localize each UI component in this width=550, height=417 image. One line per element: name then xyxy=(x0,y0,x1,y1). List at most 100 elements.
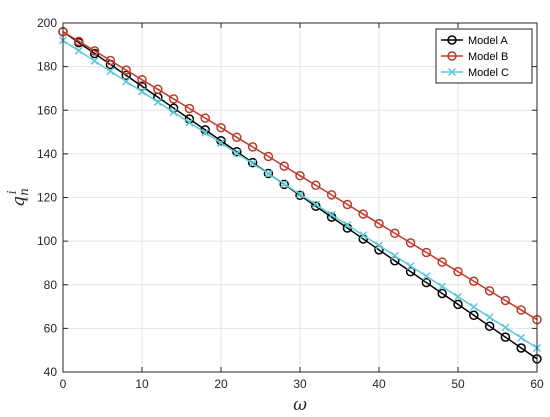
data-point xyxy=(200,113,210,123)
data-point xyxy=(359,231,368,240)
data-point xyxy=(232,146,242,157)
data-point xyxy=(374,241,384,250)
data-point xyxy=(517,333,526,342)
data-point xyxy=(121,65,131,75)
data-point xyxy=(247,157,258,168)
legend-item: Model A xyxy=(441,35,508,47)
data-point xyxy=(326,190,337,200)
data-point xyxy=(485,313,494,322)
x-tick-label: 60 xyxy=(530,377,544,391)
data-point xyxy=(405,266,416,277)
legend-label: Model A xyxy=(468,35,508,47)
y-tick-label: 200 xyxy=(37,16,57,30)
data-point xyxy=(89,46,100,56)
data-point xyxy=(90,56,99,65)
data-point xyxy=(453,299,463,310)
data-point xyxy=(390,228,400,239)
data-point xyxy=(74,46,83,55)
y-tick-label: 40 xyxy=(44,365,58,379)
data-point xyxy=(342,199,353,210)
data-point xyxy=(263,151,274,162)
x-axis-label: ω xyxy=(293,395,307,415)
data-point xyxy=(216,138,226,147)
legend-item: Model C xyxy=(441,67,509,79)
data-point xyxy=(263,168,274,179)
data-point xyxy=(405,238,416,248)
data-point xyxy=(216,122,226,133)
legend-label: Model B xyxy=(468,51,508,63)
x-tick-label: 30 xyxy=(293,377,307,391)
data-point xyxy=(311,180,321,191)
x-tick-label: 10 xyxy=(135,377,149,391)
data-point xyxy=(153,97,162,106)
data-point xyxy=(201,128,210,137)
data-point xyxy=(247,142,258,152)
series-lines xyxy=(58,26,542,364)
x-tick-label: 0 xyxy=(60,377,67,391)
data-point xyxy=(295,190,305,199)
data-point xyxy=(137,74,147,85)
y-tick-label: 60 xyxy=(44,321,58,335)
data-point xyxy=(168,94,179,104)
data-point xyxy=(232,149,241,158)
data-point xyxy=(264,169,273,178)
y-tick-label: 120 xyxy=(37,191,57,205)
data-point xyxy=(437,288,447,299)
legend-marker xyxy=(447,67,457,77)
data-point xyxy=(185,118,194,127)
data-point xyxy=(437,257,447,267)
data-point xyxy=(484,321,495,331)
y-tick-label: 160 xyxy=(37,103,57,117)
data-point xyxy=(343,220,352,230)
axis-ticks: 0 10 20 30 40 50 60 40 60 80 100 120 140 160 180 200 xyxy=(37,16,544,391)
data-point xyxy=(421,247,432,258)
data-point xyxy=(500,332,511,342)
data-point xyxy=(137,87,147,96)
data-point xyxy=(438,282,447,291)
data-point xyxy=(295,190,305,201)
data-point xyxy=(122,77,131,86)
data-point xyxy=(453,292,463,301)
data-point xyxy=(327,210,336,219)
data-point xyxy=(374,218,384,229)
data-point xyxy=(311,200,320,209)
data-point xyxy=(121,70,131,81)
legend-marker xyxy=(447,35,457,45)
legend: Model A Model B Model C xyxy=(435,28,533,84)
x-tick-label: 20 xyxy=(214,377,228,391)
y-axis-label-main: q xyxy=(9,196,29,207)
series-line xyxy=(62,31,538,321)
data-point xyxy=(295,170,305,181)
x-tick-label: 40 xyxy=(372,377,386,391)
data-point xyxy=(153,84,163,95)
data-point xyxy=(358,209,368,219)
data-point xyxy=(469,310,479,321)
data-point xyxy=(74,36,84,47)
legend-marker xyxy=(447,51,457,61)
data-point xyxy=(169,108,178,117)
data-point xyxy=(106,67,115,76)
x-tick-label: 50 xyxy=(451,377,465,391)
data-point xyxy=(184,103,195,114)
y-tick-label: 180 xyxy=(37,60,57,74)
data-point xyxy=(516,305,526,315)
legend-label: Model C xyxy=(468,67,509,79)
data-point xyxy=(280,179,289,189)
y-axis-label-subscript: n xyxy=(17,188,31,196)
y-tick-label: 100 xyxy=(37,234,57,248)
data-point xyxy=(501,323,510,332)
legend-item: Model B xyxy=(441,51,508,63)
data-point xyxy=(421,277,432,288)
data-point xyxy=(469,302,478,312)
data-point xyxy=(390,251,399,260)
data-point xyxy=(422,272,431,281)
data-point xyxy=(453,266,463,277)
y-axis-label-superscript: i xyxy=(5,190,19,194)
y-tick-label: 80 xyxy=(44,278,58,292)
y-tick-label: 140 xyxy=(37,147,57,161)
data-point xyxy=(279,179,289,190)
data-point xyxy=(105,55,116,66)
data-point xyxy=(484,286,495,296)
y-axis-label: qni xyxy=(5,188,31,207)
